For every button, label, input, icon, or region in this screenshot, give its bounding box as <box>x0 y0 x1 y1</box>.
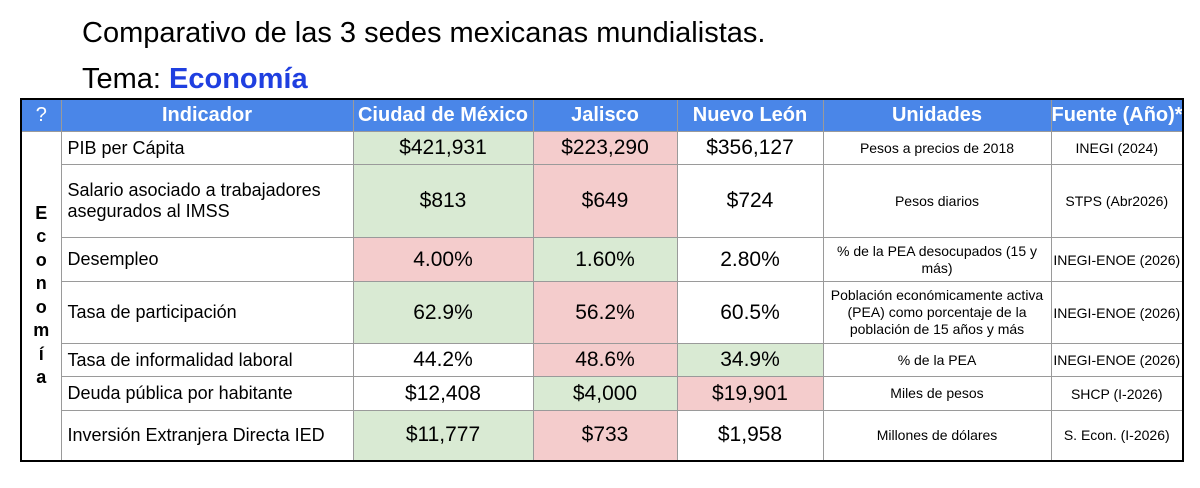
units-cell: Millones de dólares <box>822 410 1052 461</box>
indicator-cell: Tasa de participación <box>60 281 354 344</box>
source-cell: S. Econ. (I-2026) <box>1050 410 1184 461</box>
indicator-cell: Desempleo <box>60 237 354 282</box>
table-header-row: ? Indicador Ciudad de México Jalisco Nue… <box>20 98 1184 132</box>
sidebar-letter: c <box>36 226 47 247</box>
source-cell: INEGI-ENOE (2026) <box>1050 237 1184 282</box>
value-jalisco: $733 <box>532 410 678 461</box>
value-nuevo-leon: $1,958 <box>676 410 824 461</box>
units-cell: Pesos a precios de 2018 <box>822 131 1052 165</box>
sidebar-letter: n <box>35 273 47 294</box>
source-cell: INEGI-ENOE (2026) <box>1050 281 1184 344</box>
header-units: Unidades <box>822 98 1052 132</box>
indicator-cell: Salario asociado a trabajadores asegurad… <box>60 164 354 238</box>
header-nuevo-leon: Nuevo León <box>676 98 824 132</box>
sidebar-letter: a <box>36 367 47 388</box>
units-cell: % de la PEA desocupados (15 y más) <box>822 237 1052 282</box>
page-subtitle: Tema: Economía <box>82 60 308 98</box>
value-cdmx: 44.2% <box>352 343 534 377</box>
header-question: ? <box>20 98 62 132</box>
value-cdmx: $813 <box>352 164 534 238</box>
value-cdmx: $11,777 <box>352 410 534 461</box>
table-row: E c o n o m í a PIB per Cápita $421,931 … <box>20 131 1184 461</box>
indicator-cell: Inversión Extranjera Directa IED <box>60 410 354 461</box>
sidebar-letter: E <box>35 202 48 223</box>
value-cdmx: 62.9% <box>352 281 534 344</box>
sidebar-letter: m <box>33 320 50 341</box>
units-cell: % de la PEA <box>822 343 1052 377</box>
units-cell: Pesos diarios <box>822 164 1052 238</box>
value-jalisco: $649 <box>532 164 678 238</box>
table-row: Tasa de participación 62.9% 56.2% 60.5% … <box>21 281 1184 344</box>
comparison-table: ? Indicador Ciudad de México Jalisco Nue… <box>20 98 1184 462</box>
value-jalisco: 48.6% <box>532 343 678 377</box>
table-row: Desempleo 4.00% 1.60% 2.80% % de la PEA … <box>21 237 1184 282</box>
table-row: Deuda pública por habitante $12,408 $4,0… <box>21 376 1184 411</box>
sidebar-letter: o <box>35 249 47 270</box>
subtitle-prefix: Tema: <box>82 63 170 95</box>
value-jalisco: $223,290 <box>532 131 678 165</box>
sidebar-letter: o <box>35 296 47 317</box>
value-nuevo-leon: $356,127 <box>676 131 824 165</box>
value-cdmx: 4.00% <box>352 237 534 282</box>
value-cdmx: $421,931 <box>352 131 534 165</box>
source-cell: INEGI-ENOE (2026) <box>1050 343 1184 377</box>
units-cell: Población económicamente activa (PEA) co… <box>822 281 1052 344</box>
value-nuevo-leon: 2.80% <box>676 237 824 282</box>
sidebar-label: E c o n o m í a <box>20 131 62 461</box>
units-cell: Miles de pesos <box>822 376 1052 411</box>
table-row: Salario asociado a trabajadores asegurad… <box>21 164 1184 238</box>
value-cdmx: $12,408 <box>352 376 534 411</box>
value-jalisco: $4,000 <box>532 376 678 411</box>
indicator-cell: PIB per Cápita <box>60 131 354 165</box>
value-nuevo-leon: 34.9% <box>676 343 824 377</box>
value-nuevo-leon: 60.5% <box>676 281 824 344</box>
header-jalisco: Jalisco <box>532 98 678 132</box>
value-jalisco: 56.2% <box>532 281 678 344</box>
value-jalisco: 1.60% <box>532 237 678 282</box>
value-nuevo-leon: $19,901 <box>676 376 824 411</box>
source-cell: SHCP (I-2026) <box>1050 376 1184 411</box>
indicator-cell: Deuda pública por habitante <box>60 376 354 411</box>
indicator-cell: Tasa de informalidad laboral <box>60 343 354 377</box>
source-cell: INEGI (2024) <box>1050 131 1184 165</box>
value-nuevo-leon: $724 <box>676 164 824 238</box>
sidebar-letter: í <box>38 343 44 364</box>
source-cell: STPS (Abr2026) <box>1050 164 1184 238</box>
table-row: Inversión Extranjera Directa IED $11,777… <box>21 410 1184 461</box>
subtitle-topic: Economía <box>169 63 308 95</box>
header-cdmx: Ciudad de México <box>352 98 534 132</box>
header-indicator: Indicador <box>60 98 354 132</box>
header-source: Fuente (Año)* <box>1050 98 1184 132</box>
page-title: Comparativo de las 3 sedes mexicanas mun… <box>82 17 766 49</box>
table-row: Tasa de informalidad laboral 44.2% 48.6%… <box>21 343 1184 377</box>
